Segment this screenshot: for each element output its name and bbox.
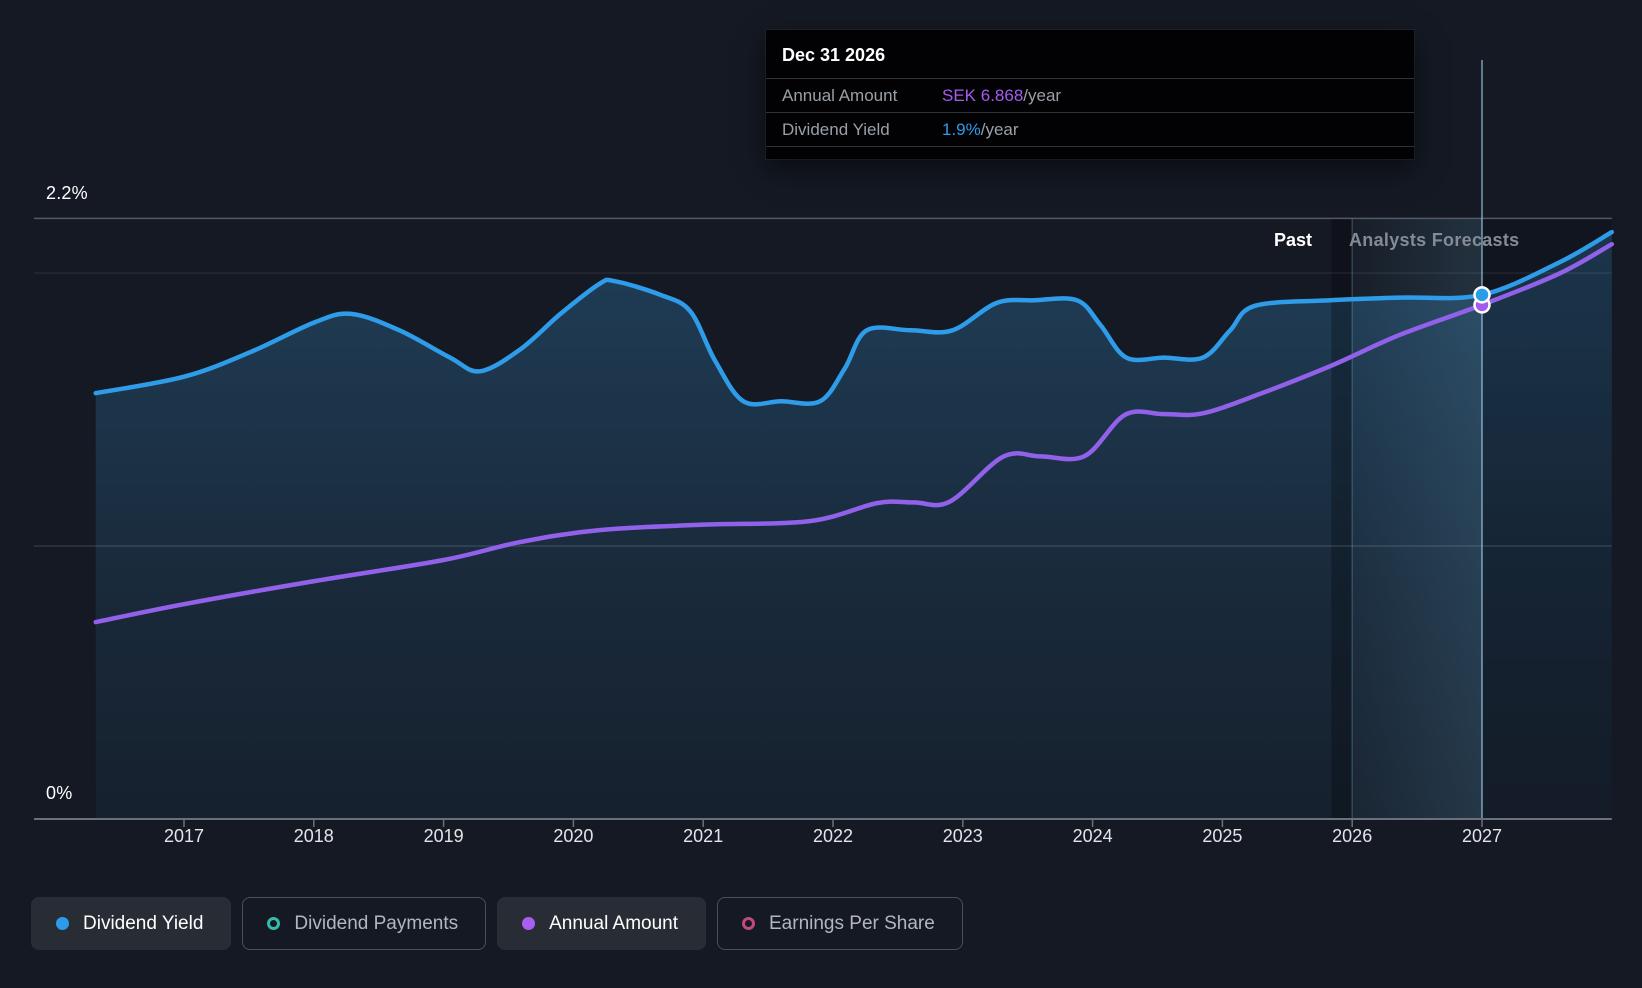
dividend-yield-marker[interactable] xyxy=(1473,286,1491,304)
yield-area-fill xyxy=(95,232,1612,820)
dividend-yield-line[interactable] xyxy=(93,229,1615,407)
forecast-region-label: Analysts Forecasts xyxy=(1349,230,1520,250)
x-axis-year-label: 2027 xyxy=(1461,826,1503,846)
chart-tooltip: Dec 31 2026 Annual Amount SEK 6.868/year D… xyxy=(766,30,1414,159)
legend-marker-icon xyxy=(56,917,69,930)
legend-toggle-dividend-payments[interactable]: Dividend Payments xyxy=(242,897,487,950)
tooltip-divider xyxy=(766,146,1414,159)
forecast-right-shade xyxy=(1482,219,1612,819)
past-region-label: Past xyxy=(1273,230,1312,250)
forecast-boundary-strip xyxy=(1331,219,1353,819)
tooltip-date: Dec 31 2026 xyxy=(782,45,886,65)
x-axis-year-label: 2025 xyxy=(1202,826,1243,846)
x-axis-year-label: 2017 xyxy=(163,826,205,846)
tooltip-row-suffix: /year xyxy=(1023,85,1062,105)
x-axis-year-label: 2018 xyxy=(293,826,334,846)
tooltip-row-value: SEK 6.868 xyxy=(942,85,1024,105)
tooltip-row-suffix: /year xyxy=(980,119,1019,139)
x-axis-year-label: 2021 xyxy=(683,826,724,846)
x-axis-year-label: 2024 xyxy=(1072,826,1113,846)
legend-marker-icon xyxy=(742,917,755,930)
y-axis-min-label: 0% xyxy=(46,783,73,803)
tooltip-row: Dividend Yield 1.9%/year xyxy=(766,112,1414,146)
legend-label: Earnings Per Share xyxy=(769,912,935,934)
legend-toggle-dividend-yield[interactable]: Dividend Yield xyxy=(31,897,232,950)
legend-label: Annual Amount xyxy=(549,912,678,934)
tooltip-row-label: Annual Amount xyxy=(782,85,898,105)
legend-marker-icon xyxy=(522,917,536,930)
legend-toggle-annual-amount[interactable]: Annual Amount xyxy=(497,897,706,950)
x-axis-year-label: 2020 xyxy=(553,826,594,846)
x-axis-year-label: 2023 xyxy=(942,826,983,846)
x-axis-year-label: 2026 xyxy=(1332,826,1373,846)
legend-toggle-earnings-per-share[interactable]: Earnings Per Share xyxy=(717,897,963,950)
x-axis-year-label: 2019 xyxy=(423,826,464,846)
legend-label: Dividend Payments xyxy=(294,912,459,934)
legend-marker-icon xyxy=(267,917,281,930)
chart-legend: Dividend Yield Dividend Payments Annual Am… xyxy=(31,897,963,950)
legend-label: Dividend Yield xyxy=(83,912,204,934)
tooltip-row: Annual Amount SEK 6.868/year xyxy=(766,78,1414,112)
tooltip-row-label: Dividend Yield xyxy=(782,119,890,139)
x-axis-year-label: 2022 xyxy=(812,826,854,846)
annual-amount-line[interactable] xyxy=(93,241,1615,625)
hovered-year-band xyxy=(1352,219,1482,819)
y-axis-max-label: 2.2% xyxy=(46,183,88,203)
tooltip-row-value: 1.9% xyxy=(942,119,981,139)
